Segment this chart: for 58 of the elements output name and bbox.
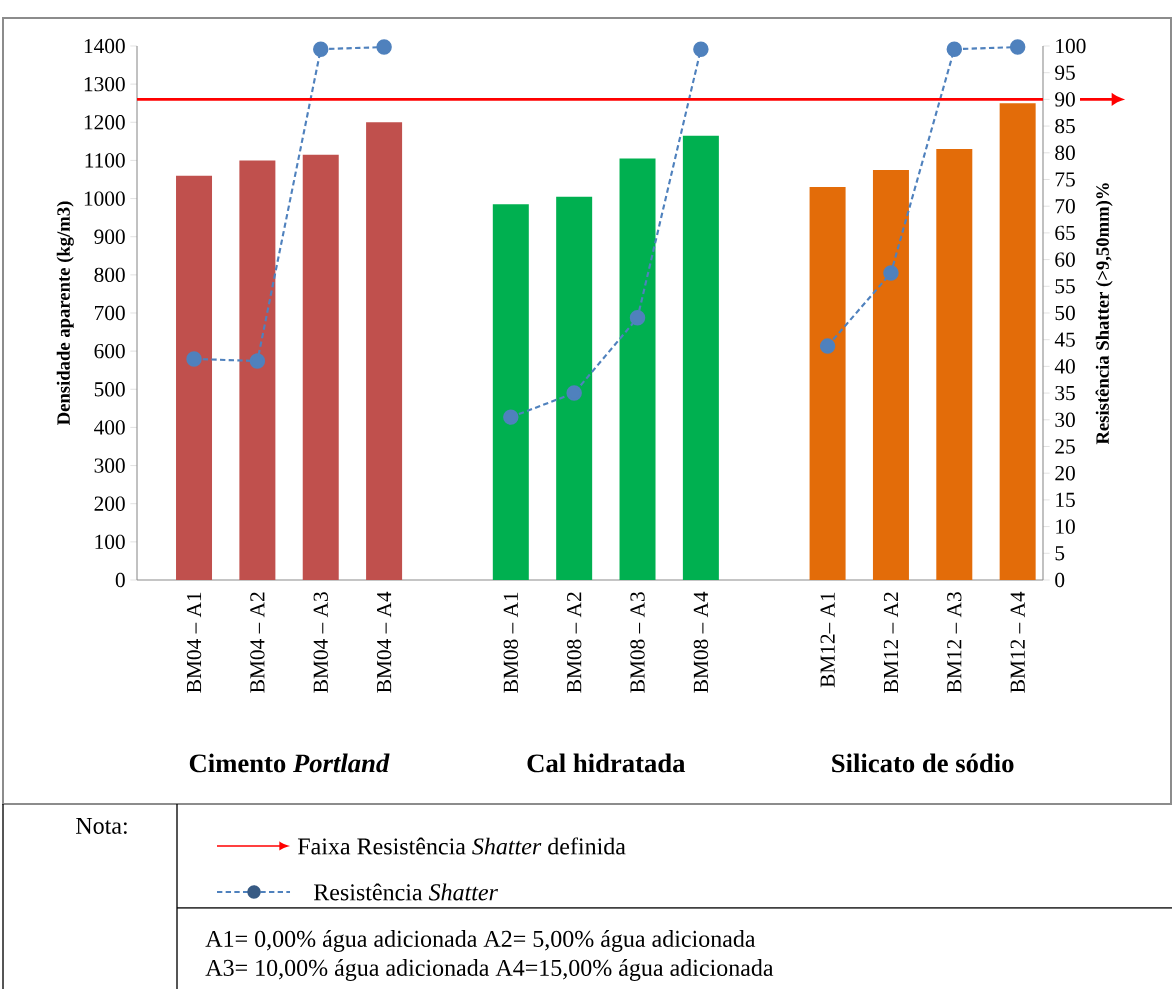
text: Nota: bbox=[76, 817, 127, 835]
y-tick-label: 1300 bbox=[84, 76, 125, 92]
y2-tick-label: 100 bbox=[1056, 38, 1086, 54]
y2-tick-label: 5 bbox=[1055, 546, 1065, 561]
text: A1= 0,00% água adicionada A2= 5,00% água adicionada bbox=[205, 930, 756, 952]
y2-tick-label: 75 bbox=[1055, 172, 1075, 187]
y-tick-label: 500 bbox=[94, 382, 125, 397]
legend-label: Faixa Resistência Shatter definida bbox=[297, 837, 626, 855]
y-tick-label: 300 bbox=[94, 458, 125, 473]
x-tick-label: BM12 – A3 bbox=[947, 592, 962, 693]
y-tick-label: 100 bbox=[95, 534, 125, 550]
x-tick-label: BM12 – A2 bbox=[883, 592, 899, 693]
x-tick-label: BM08 – A4 bbox=[693, 591, 709, 693]
y-tick-label: 200 bbox=[94, 496, 125, 511]
y2-tick-label: 30 bbox=[1055, 412, 1075, 427]
x-tick-label: BM08 – A2 bbox=[566, 592, 582, 693]
y2-tick-label: 50 bbox=[1055, 305, 1075, 321]
x-tick-label: BM04 – A3 bbox=[313, 592, 328, 693]
y2-tick-label: 60 bbox=[1055, 252, 1075, 267]
y2-axis-title: Resistência Shatter (>9,50mm)% bbox=[1095, 183, 1113, 445]
y-tick-label: 700 bbox=[95, 305, 125, 321]
y2-tick-label: 25 bbox=[1055, 439, 1075, 454]
x-tick-label: BM04 – A2 bbox=[250, 592, 265, 693]
legend-label: Resistência Shatter bbox=[313, 883, 498, 901]
x-tick-label: BM04 – A4 bbox=[376, 591, 392, 693]
x-tick-label: BM08 – A3 bbox=[630, 592, 645, 693]
y-tick-label: 1200 bbox=[84, 115, 125, 130]
y2-tick-label: 90 bbox=[1055, 92, 1075, 107]
y2-tick-label: 45 bbox=[1054, 332, 1075, 347]
y2-tick-label: 40 bbox=[1054, 359, 1075, 374]
y-axis-title: Densidade aparente (kg/m3) bbox=[56, 201, 74, 425]
y-tick-label: 1400 bbox=[84, 38, 125, 54]
y2-tick-label: 0 bbox=[1055, 572, 1065, 588]
text: A3= 10,00% água adicionada A4=15,00% água adicionada bbox=[205, 959, 774, 981]
y2-tick-label: 35 bbox=[1055, 385, 1075, 401]
y2-tick-label: 10 bbox=[1056, 519, 1075, 534]
y2-tick-label: 70 bbox=[1055, 199, 1075, 214]
text: Cimento Portland bbox=[189, 753, 390, 773]
y2-tick-label: 15 bbox=[1056, 492, 1075, 508]
y2-tick-label: 55 bbox=[1055, 279, 1075, 294]
y-tick-label: 400 bbox=[94, 420, 125, 435]
x-tick-label: BM12– A1 bbox=[820, 592, 835, 688]
x-tick-label: BM12 – A4 bbox=[1010, 591, 1025, 693]
y2-tick-label: 85 bbox=[1055, 118, 1075, 134]
y2-tick-label: 20 bbox=[1055, 466, 1075, 481]
x-tick-label: BM04 – A1 bbox=[186, 592, 202, 693]
text: Silicato de sódio bbox=[832, 753, 1014, 773]
y-tick-label: 1000 bbox=[84, 191, 125, 206]
y-tick-label: 0 bbox=[115, 572, 125, 588]
y-tick-label: 600 bbox=[94, 343, 125, 359]
y-tick-label: 1100 bbox=[85, 153, 125, 168]
y2-tick-label: 80 bbox=[1055, 145, 1075, 160]
y-tick-label: 900 bbox=[94, 229, 125, 244]
y2-tick-label: 95 bbox=[1055, 65, 1075, 80]
y2-tick-label: 65 bbox=[1055, 225, 1075, 241]
y-tick-label: 800 bbox=[94, 267, 125, 283]
x-tick-label: BM08 – A1 bbox=[503, 592, 519, 693]
text: Cal hidratada bbox=[527, 753, 686, 773]
